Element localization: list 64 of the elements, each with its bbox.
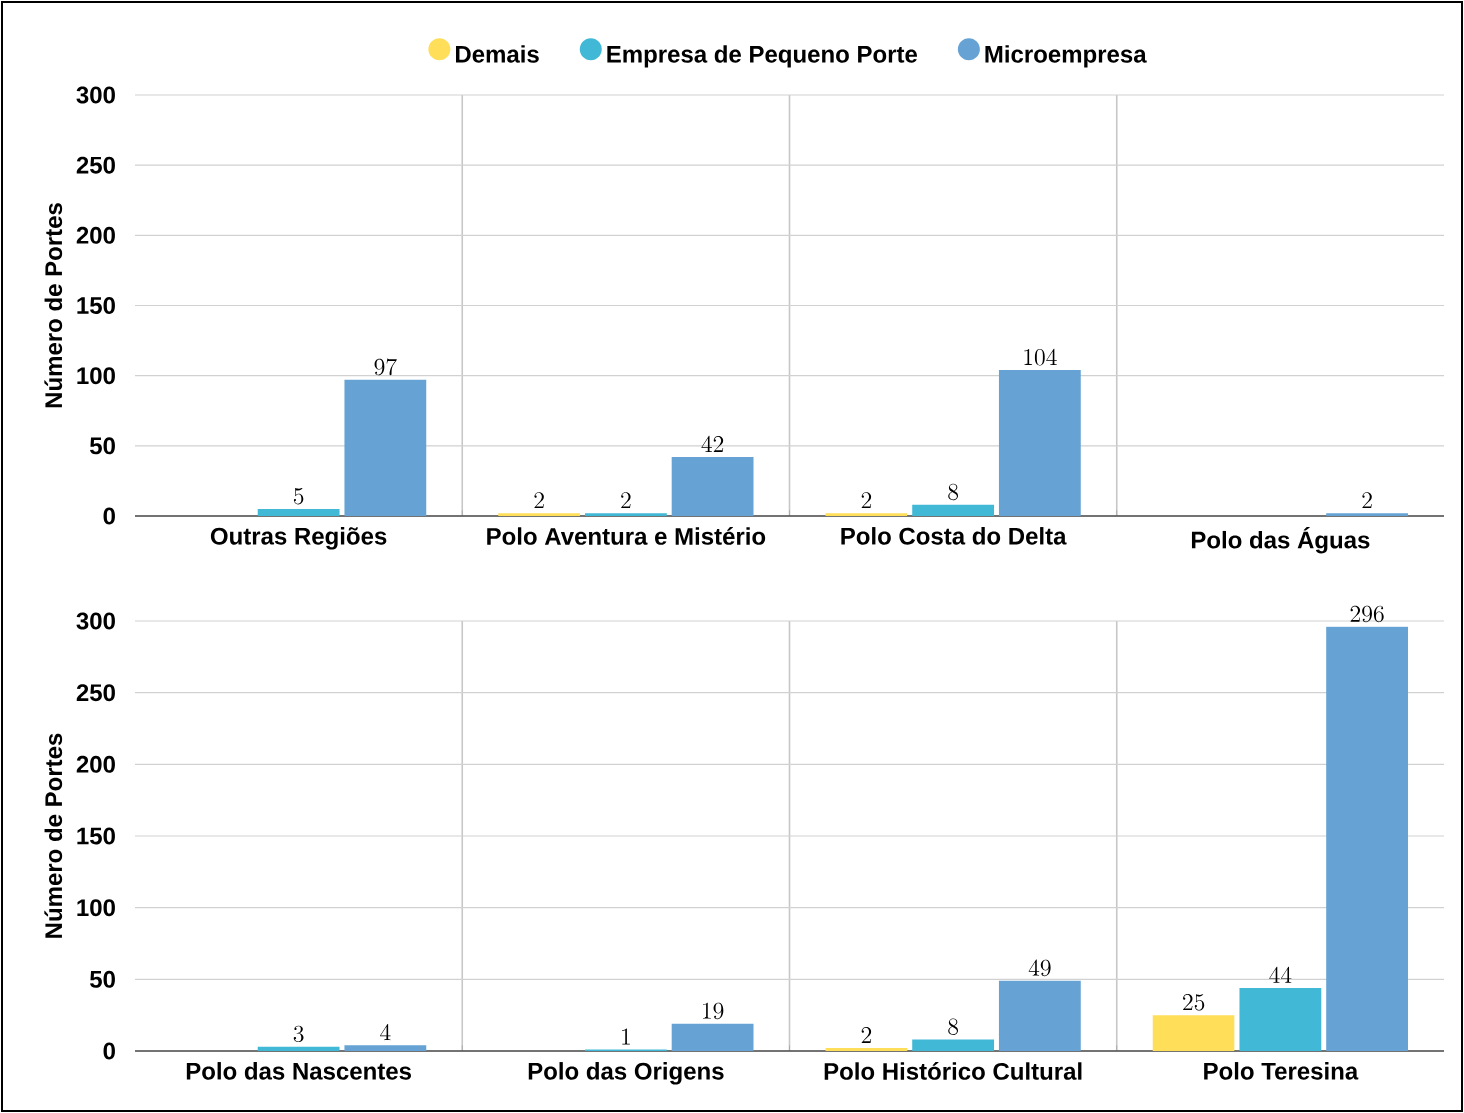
data-label: 19 bbox=[703, 1002, 724, 1020]
bar bbox=[1326, 626, 1409, 1051]
y-tick-label: 200 bbox=[76, 226, 115, 244]
data-label: 2 bbox=[621, 492, 631, 509]
y-tick-label: 250 bbox=[76, 156, 115, 174]
data-label: 104 bbox=[1024, 348, 1057, 366]
data-label: 2 bbox=[861, 1027, 872, 1044]
bar bbox=[912, 504, 995, 516]
data-label: 3 bbox=[293, 1025, 304, 1043]
legend-label: Microempresa bbox=[985, 45, 1147, 68]
bar bbox=[1326, 513, 1409, 516]
x-tick-label: Polo Aventura e Mistério bbox=[487, 527, 766, 545]
y-tick-label: 200 bbox=[76, 755, 115, 773]
data-label: 1 bbox=[622, 1028, 630, 1045]
data-label: 2 bbox=[534, 492, 544, 509]
y-tick-label: 300 bbox=[76, 86, 115, 104]
data-label: 2 bbox=[861, 492, 872, 509]
y-axis-title: Número de Portes bbox=[44, 733, 63, 938]
bar bbox=[344, 1045, 427, 1051]
x-tick-label: Outras Regiões bbox=[210, 527, 387, 550]
data-label: 25 bbox=[1183, 994, 1205, 1011]
y-tick-label: 0 bbox=[103, 1042, 115, 1060]
bar bbox=[998, 980, 1081, 1051]
y-tick-label: 300 bbox=[76, 612, 115, 630]
data-label: 8 bbox=[948, 483, 959, 501]
y-tick-label: 100 bbox=[77, 367, 115, 385]
data-label: 49 bbox=[1028, 959, 1051, 977]
bar bbox=[1152, 1015, 1235, 1051]
x-tick-label: Polo das Águas bbox=[1191, 527, 1370, 554]
data-label: 8 bbox=[948, 1018, 959, 1035]
legend-label: Demais bbox=[455, 45, 539, 63]
bar bbox=[671, 1023, 754, 1051]
x-tick-label: Polo das Origens bbox=[528, 1062, 724, 1085]
y-tick-label: 100 bbox=[77, 899, 115, 917]
bar bbox=[344, 379, 427, 516]
bar bbox=[257, 1046, 340, 1051]
y-tick-label: 50 bbox=[90, 437, 115, 455]
data-label: 97 bbox=[374, 358, 397, 376]
data-label: 44 bbox=[1269, 966, 1292, 983]
bar bbox=[1239, 987, 1322, 1051]
x-tick-label: Polo Teresina bbox=[1204, 1062, 1359, 1080]
y-axis-title: Número de Portes bbox=[44, 203, 63, 408]
y-tick-label: 250 bbox=[76, 684, 115, 702]
bar bbox=[584, 513, 667, 516]
bar bbox=[998, 370, 1081, 516]
x-tick-label: Polo Histórico Cultural bbox=[824, 1062, 1082, 1080]
bar bbox=[671, 457, 754, 516]
y-tick-label: 50 bbox=[90, 970, 115, 988]
data-label: 296 bbox=[1350, 605, 1384, 623]
bar bbox=[825, 513, 908, 516]
data-label: 5 bbox=[293, 487, 304, 505]
bar bbox=[257, 508, 340, 516]
x-tick-label: Polo Costa do Delta bbox=[841, 527, 1067, 545]
bar bbox=[825, 1048, 908, 1051]
bar bbox=[912, 1039, 995, 1051]
y-tick-label: 150 bbox=[77, 297, 115, 314]
y-tick-label: 0 bbox=[103, 507, 115, 525]
y-tick-label: 150 bbox=[77, 827, 115, 845]
x-tick-label: Polo das Nascentes bbox=[186, 1062, 411, 1080]
bar bbox=[498, 513, 581, 516]
data-label: 42 bbox=[701, 435, 724, 452]
legend-label: Empresa de Pequeno Porte bbox=[607, 45, 918, 68]
data-label: 4 bbox=[380, 1024, 391, 1041]
data-label: 2 bbox=[1362, 492, 1372, 509]
